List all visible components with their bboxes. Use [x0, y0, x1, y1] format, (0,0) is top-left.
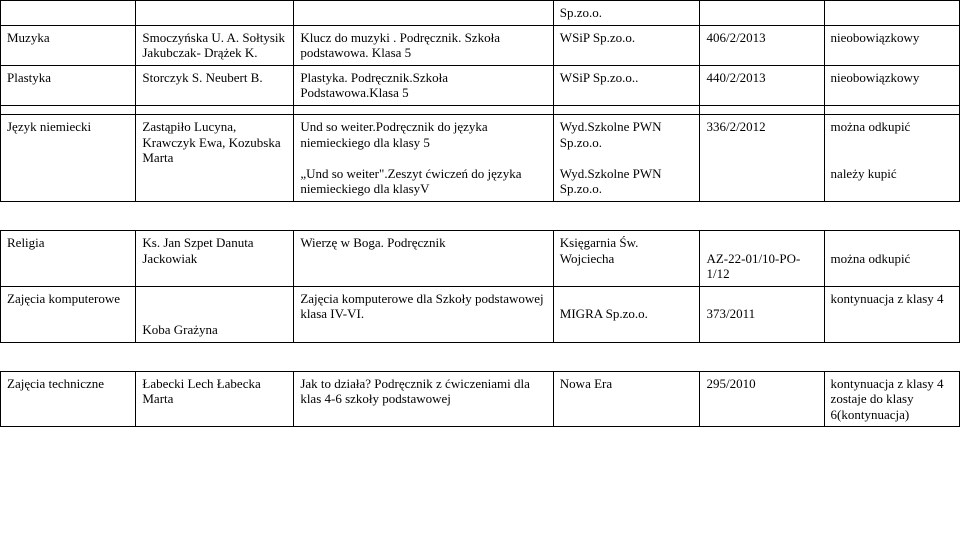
cell-note — [824, 105, 959, 114]
cell-note: można odkupićnależy kupić — [824, 114, 959, 201]
cell-note: nieobowiązkowy — [824, 25, 959, 65]
cell-title — [294, 1, 553, 26]
table-row: Muzyka Smoczyńska U. A. Sołtysik Jakubcz… — [1, 25, 960, 65]
cell-number: 406/2/2013 — [700, 25, 824, 65]
cell-author: Zastąpiło Lucyna, Krawczyk Ewa, Kozubska… — [136, 114, 294, 201]
cell-note: nieobowiązkowy — [824, 65, 959, 105]
table-row: Zajęcia komputerowe Koba Grażyna Zajęcia… — [1, 286, 960, 342]
cell-subject — [1, 105, 136, 114]
cell-subject: Religia — [1, 230, 136, 286]
textbook-table-2: Religia Ks. Jan Szpet Danuta Jackowiak W… — [0, 230, 960, 343]
cell-author: Storczyk S. Neubert B. — [136, 65, 294, 105]
cell-author — [136, 1, 294, 26]
cell-title — [294, 105, 553, 114]
cell-publisher: Księgarnia Św. Wojciecha — [553, 230, 700, 286]
cell-number — [700, 105, 824, 114]
cell-note: można odkupić — [824, 230, 959, 286]
cell-author: Ks. Jan Szpet Danuta Jackowiak — [136, 230, 294, 286]
textbook-table-3: Zajęcia techniczne Łabecki Lech Łabecka … — [0, 371, 960, 428]
cell-publisher: Nowa Era — [553, 371, 700, 427]
cell-title: Zajęcia komputerowe dla Szkoły podstawow… — [294, 286, 553, 342]
table-row: Religia Ks. Jan Szpet Danuta Jackowiak W… — [1, 230, 960, 286]
cell-publisher: WSiP Sp.zo.o.. — [553, 65, 700, 105]
cell-number: 373/2011 — [700, 286, 824, 342]
cell-author: Łabecki Lech Łabecka Marta — [136, 371, 294, 427]
cell-publisher: MIGRA Sp.zo.o. — [553, 286, 700, 342]
cell-publisher — [553, 105, 700, 114]
table-row: Sp.zo.o. — [1, 1, 960, 26]
cell-note — [824, 1, 959, 26]
cell-title: Und so weiter.Podręcznik do języka niemi… — [294, 114, 553, 201]
cell-subject: Zajęcia komputerowe — [1, 286, 136, 342]
cell-author — [136, 105, 294, 114]
cell-subject: Muzyka — [1, 25, 136, 65]
table-row: Zajęcia techniczne Łabecki Lech Łabecka … — [1, 371, 960, 427]
cell-title: Plastyka. Podręcznik.Szkoła Podstawowa.K… — [294, 65, 553, 105]
cell-subject: Zajęcia techniczne — [1, 371, 136, 427]
cell-number: 336/2/2012 — [700, 114, 824, 201]
cell-publisher: Wyd.Szkolne PWN Sp.zo.o.Wyd.Szkolne PWN … — [553, 114, 700, 201]
cell-number: 440/2/2013 — [700, 65, 824, 105]
cell-title: Wierzę w Boga. Podręcznik — [294, 230, 553, 286]
cell-title: Klucz do muzyki . Podręcznik. Szkoła pod… — [294, 25, 553, 65]
cell-title: Jak to działa? Podręcznik z ćwiczeniami … — [294, 371, 553, 427]
cell-note: kontynuacja z klasy 4 zostaje do klasy 6… — [824, 371, 959, 427]
cell-subject: Plastyka — [1, 65, 136, 105]
cell-number — [700, 1, 824, 26]
table-row: Plastyka Storczyk S. Neubert B. Plastyka… — [1, 65, 960, 105]
cell-subject: Język niemiecki — [1, 114, 136, 201]
table-row — [1, 105, 960, 114]
cell-subject — [1, 1, 136, 26]
cell-author: Smoczyńska U. A. Sołtysik Jakubczak- Drą… — [136, 25, 294, 65]
cell-number: 295/2010 — [700, 371, 824, 427]
cell-note: kontynuacja z klasy 4 — [824, 286, 959, 342]
table-row: Język niemiecki Zastąpiło Lucyna, Krawcz… — [1, 114, 960, 201]
cell-number: AZ-22-01/10-PO-1/12 — [700, 230, 824, 286]
textbook-table: Sp.zo.o. Muzyka Smoczyńska U. A. Sołtysi… — [0, 0, 960, 202]
cell-publisher: Sp.zo.o. — [553, 1, 700, 26]
cell-publisher: WSiP Sp.zo.o. — [553, 25, 700, 65]
cell-author: Koba Grażyna — [136, 286, 294, 342]
